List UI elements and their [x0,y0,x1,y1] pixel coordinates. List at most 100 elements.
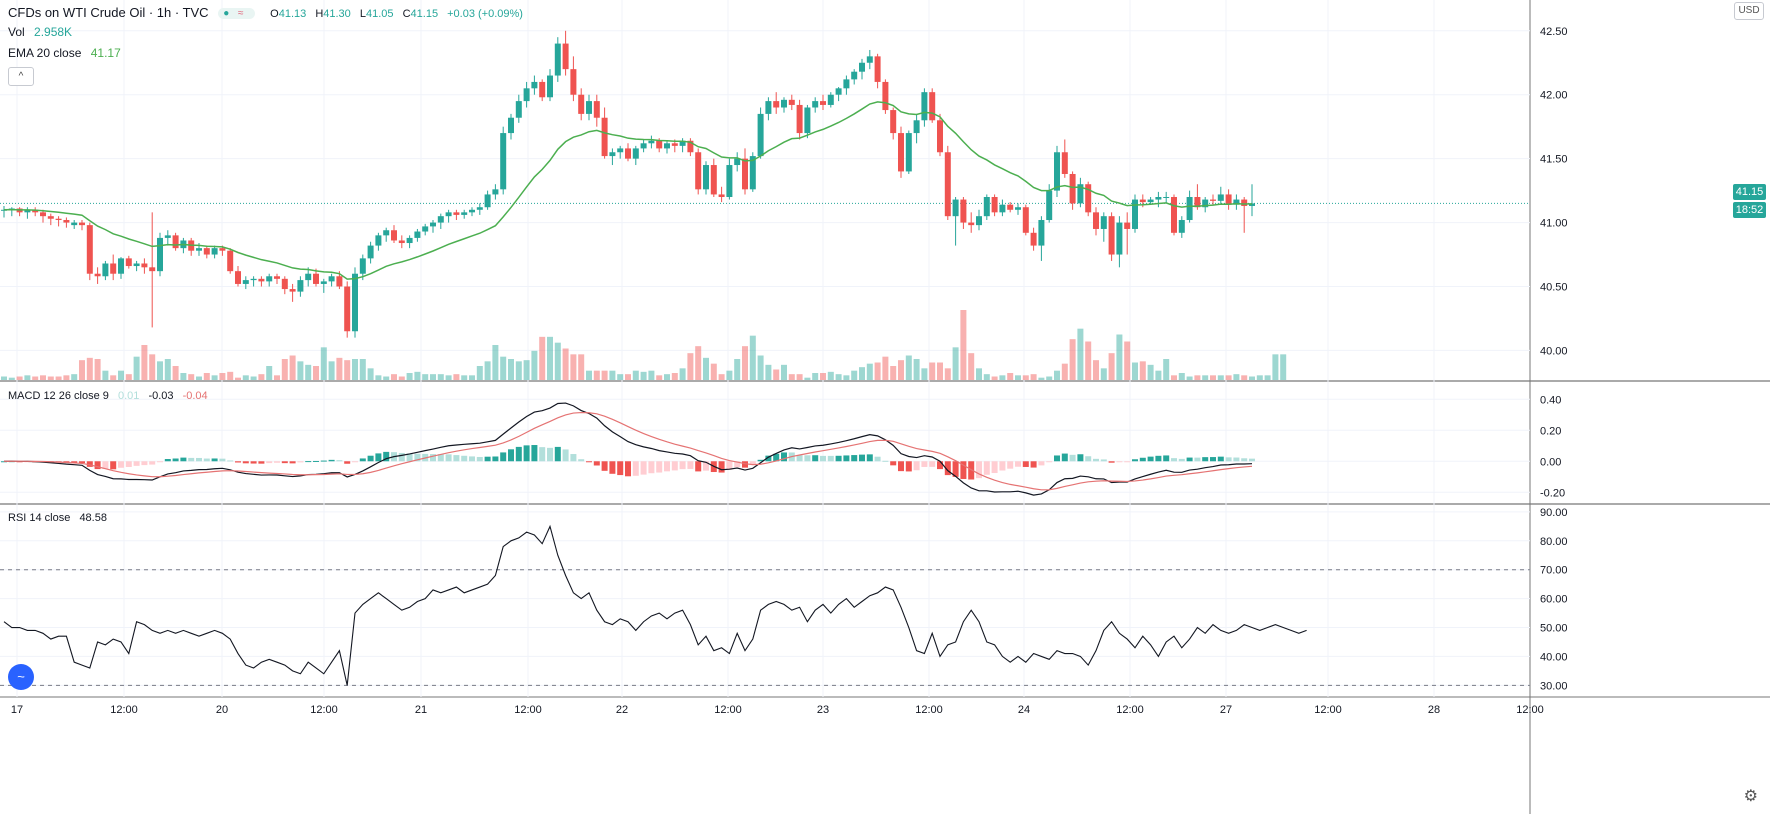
volume-bar [1249,376,1255,380]
candle-body [859,62,865,72]
volume-legend[interactable]: Vol 2.958K [8,25,78,39]
candle-body [781,99,787,108]
candle-body [999,204,1006,213]
volume-bar [141,345,148,380]
macd-histogram-bar [157,461,163,463]
macd-histogram-bar [500,452,507,462]
candle-body [375,235,382,246]
macd-histogram-bar [125,461,132,467]
volume-bar [508,359,514,380]
rsi-legend[interactable]: RSI 14 close 48.58 [8,512,113,524]
price-tick-label: 41.50 [1540,154,1568,166]
macd-histogram-bar [86,461,93,467]
macd-hist-value: 0.01 [117,390,140,402]
collapse-legend-button[interactable]: ^ [8,67,34,86]
volume-bar [570,354,577,380]
macd-histogram-bar [445,454,452,462]
candle-body [1054,152,1060,191]
candle-body [172,235,179,249]
macd-histogram-bar [929,461,936,467]
time-tick-label: 22 [616,704,628,716]
candle-body [539,81,546,98]
volume-bar [679,368,686,380]
gear-icon[interactable]: ⚙ [1743,788,1758,805]
volume-bar [281,359,288,380]
candle-body [726,165,733,197]
volume-bar [1015,375,1021,380]
macd-histogram-bar [1015,461,1021,467]
macd-histogram-bar [1124,461,1131,463]
candle-body [718,194,725,197]
price-tick-label: 41.00 [1540,218,1568,230]
candle-body [835,88,842,95]
volume-bar [469,375,475,380]
candle-body [328,276,335,282]
macd-histogram-bar [242,461,249,464]
rsi-tick-label: 70.00 [1540,565,1568,577]
volume-bar [539,336,546,380]
macd-histogram-bar [149,461,156,465]
candle-body [157,237,163,272]
macd-histogram-bar [625,461,631,477]
volume-bar [640,371,647,380]
candle-body [554,43,561,76]
candle-body [1225,194,1232,205]
market-status-badge[interactable]: ● ≈ [218,8,255,20]
macd-histogram-bar [1233,457,1240,462]
volume-bar [1108,353,1115,380]
volume-bar [1241,375,1248,380]
macd-histogram-bar [586,461,592,463]
macd-histogram-bar [703,461,709,471]
candle-body [664,143,670,149]
volume-bar [835,374,842,380]
candle-body [352,273,358,332]
volume-bar [313,366,319,380]
candle-body [765,101,772,114]
candle-body [1061,152,1068,174]
volume-bar [40,375,46,380]
macd-histogram-bar [656,461,663,473]
symbol-title[interactable]: CFDs on WTI Crude Oil · 1h · TVC [8,5,209,20]
volume-bar [500,356,507,380]
volume-bar [1046,376,1053,380]
macd-histogram-bar [352,461,358,463]
volume-bar [344,360,351,380]
macd-histogram-bar [430,454,436,462]
macd-histogram-bar [1194,457,1201,462]
volume-bar [235,377,241,380]
macd-histogram-bar [851,455,858,462]
volume-bar [710,363,717,380]
candle-body [344,286,351,332]
time-tick-label: 28 [1428,704,1440,716]
volume-bar [16,376,23,380]
volume-bar [625,374,631,380]
macd-tick-label: 0.40 [1540,394,1561,406]
volume-bar [414,371,421,380]
ohlc-low: 41.05 [365,8,394,20]
macd-histogram-bar [1241,458,1248,462]
macd-histogram-bar [765,455,772,462]
macd-histogram-bar [1108,461,1115,463]
ohlc-open: 41.13 [278,8,307,20]
macd-histogram-bar [781,452,787,462]
volume-bar [110,375,117,380]
macd-tick-label: 0.00 [1540,456,1561,468]
volume-bar [1054,370,1060,380]
volume-bar [921,368,928,380]
candle-body [710,165,717,195]
volume-bar [991,376,998,380]
macd-histogram-bar [1249,458,1255,462]
tradingview-logo-icon[interactable]: ~ [8,664,34,690]
volume-bar [695,346,702,380]
candle-body [453,212,460,215]
volume-bar [812,373,819,380]
ema-legend[interactable]: EMA 20 close 41.17 [8,46,127,60]
candle-body [1147,199,1154,203]
macd-legend[interactable]: MACD 12 26 close 9 0.01 -0.03 -0.04 [8,390,214,402]
currency-button[interactable]: USD [1734,2,1764,20]
candle-body [773,101,780,108]
candle-body [219,248,226,251]
volume-bar [1280,354,1287,380]
macd-histogram-bar [796,455,803,462]
